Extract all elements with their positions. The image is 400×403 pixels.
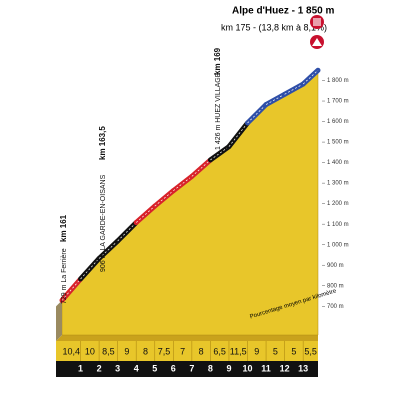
gradient-label: 7 (180, 346, 185, 356)
x-tick-label: 4 (134, 363, 139, 373)
x-tick-label: 10 (242, 363, 252, 373)
annotation-km: km 161 (59, 214, 68, 242)
y-tick-label: 1 000 m (327, 242, 349, 248)
gradient-label: 10,4 (63, 346, 81, 356)
y-tick-label: 1 500 m (327, 140, 349, 146)
gradient-label: 9 (124, 346, 129, 356)
road-dash (80, 258, 100, 280)
annotation-km: km 169 (213, 47, 222, 75)
road-dash (154, 190, 174, 207)
plot: 700 m 800 m 900 m 1 000 m 1 100 m 1 200 m 1 30… (56, 67, 349, 377)
x-tick-label: 7 (189, 363, 194, 373)
gradient-label: 5 (291, 346, 296, 356)
chart-title: Alpe d'Huez - 1 850 m (232, 6, 335, 17)
gradient-label: 9 (254, 346, 259, 356)
annotation: 1 426 m HUEZ VILLAGE (215, 72, 222, 150)
gradient-label: 5 (273, 346, 278, 356)
gradient-label: 11,5 (230, 346, 247, 356)
annotation: 729 m La Ferrière (61, 248, 68, 304)
road-dash (191, 159, 211, 177)
x-tick-label: 13 (298, 363, 308, 373)
y-tick-label: 1 800 m (327, 78, 349, 84)
road-dash (302, 70, 319, 85)
y-tick-label: 1 400 m (327, 160, 349, 166)
gradient-label: 8 (143, 346, 148, 356)
x-tick-label: 3 (115, 363, 120, 373)
x-tick-label: 5 (152, 363, 157, 373)
road-dash (61, 278, 81, 301)
road-dash (228, 122, 248, 147)
y-tick-label: 900 m (327, 263, 344, 269)
gradient-label: 10 (85, 346, 95, 356)
gradient-label: 8,5 (102, 346, 115, 356)
road-segment (207, 144, 232, 163)
x-tick-label: 11 (261, 363, 271, 373)
y-tick-label: 1 700 m (327, 99, 349, 105)
y-tick-label: 700 m (327, 304, 344, 310)
gradient-label: 7,5 (158, 346, 171, 356)
road-dash (265, 93, 285, 105)
y-tick-label: 800 m (327, 283, 344, 289)
road-dash (117, 222, 137, 242)
annotation-km: km 163,5 (98, 126, 107, 160)
gradient-label: 8 (199, 346, 204, 356)
y-tick-label: 1 300 m (327, 181, 349, 187)
road-dash (247, 104, 267, 124)
x-tick-label: 6 (171, 363, 176, 373)
gradient-label: 5,5 (304, 346, 317, 356)
summit-icons (310, 15, 324, 49)
x-tick-label: 1 (78, 363, 83, 373)
road-dash (135, 205, 155, 223)
annotation: 906 m LA GARDE-EN-OISANS (100, 174, 107, 272)
y-tick-label: 1 200 m (327, 201, 349, 207)
km-band (56, 361, 318, 377)
profile-wall (56, 300, 62, 341)
road-dash (284, 83, 304, 95)
x-tick-label: 2 (97, 363, 102, 373)
road-segment (170, 173, 195, 194)
x-tick-label: 12 (280, 363, 290, 373)
gradient-label: 6,5 (213, 346, 226, 356)
x-tick-label: 9 (226, 363, 231, 373)
y-tick-label: 1 600 m (327, 119, 349, 125)
road-dash (98, 240, 118, 259)
x-tick-label: 8 (208, 363, 213, 373)
y-tick-label: 1 100 m (327, 222, 349, 228)
gradient-band (56, 341, 318, 361)
chart-subtitle: km 175 - (13,8 km à 8,1%) (221, 22, 327, 32)
